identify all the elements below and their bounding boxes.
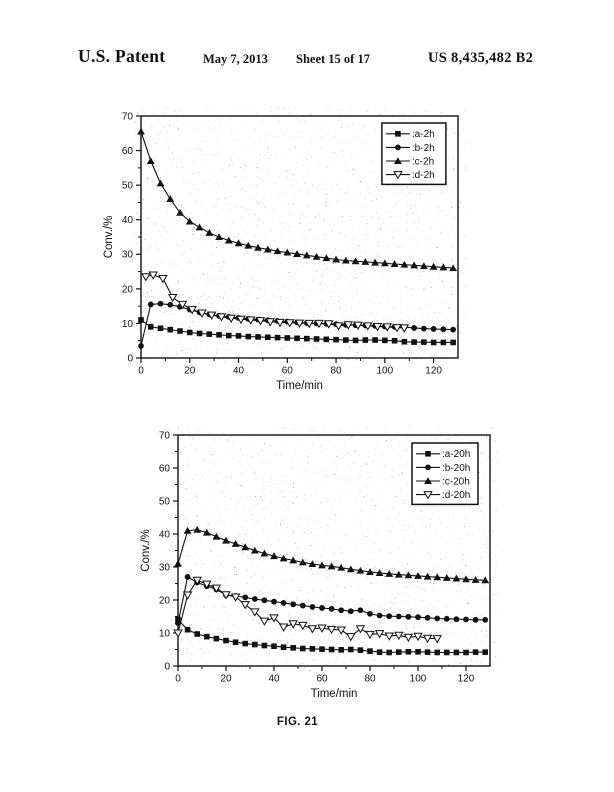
svg-text:10: 10 bbox=[159, 628, 171, 639]
patent-header-title: U.S. Patent bbox=[78, 46, 166, 66]
svg-text:80: 80 bbox=[331, 366, 343, 377]
chart-canvas: 0 20 40 60 80 100 120 0 10 20 30 40 50 60 70 Time/min Co… bbox=[103, 107, 467, 392]
svg-text:50: 50 bbox=[159, 496, 171, 507]
svg-text:30: 30 bbox=[122, 250, 134, 261]
legend-entry-label: :b-2h bbox=[412, 143, 435, 154]
series-c-2h bbox=[137, 127, 458, 272]
svg-text:0: 0 bbox=[175, 674, 181, 685]
svg-text:60: 60 bbox=[122, 146, 134, 157]
series-d-2h bbox=[141, 271, 410, 333]
x-axis-label: Time/min bbox=[311, 688, 358, 700]
legend-entry-label: :b-20h bbox=[442, 463, 470, 474]
svg-text:40: 40 bbox=[159, 529, 171, 540]
legend-entry-label: :c-20h bbox=[442, 476, 470, 487]
patent-header-sheet: Sheet 15 of 17 bbox=[296, 52, 370, 66]
figure-caption: FIG. 21 bbox=[276, 716, 319, 728]
legend-entry-label: :d-2h bbox=[412, 170, 435, 181]
top-chart-2h: 0 20 40 60 80 100 120 0 10 20 30 40 50 60 70 Time/min Co… bbox=[98, 98, 480, 400]
svg-text:60: 60 bbox=[282, 366, 294, 377]
x-axis: 0 20 40 60 80 100 120 bbox=[175, 666, 475, 685]
x-axis: 0 20 40 60 80 100 120 bbox=[138, 358, 442, 377]
svg-text:20: 20 bbox=[122, 284, 134, 295]
legend-entry-label: :c-2h bbox=[412, 156, 434, 167]
svg-text:40: 40 bbox=[122, 215, 134, 226]
svg-text:20: 20 bbox=[220, 674, 232, 685]
svg-text:70: 70 bbox=[159, 430, 171, 441]
svg-text:80: 80 bbox=[364, 674, 376, 685]
y-axis-label: Conv./% bbox=[103, 216, 115, 259]
legend-entry-label: :d-20h bbox=[442, 490, 470, 501]
svg-text:60: 60 bbox=[316, 674, 328, 685]
svg-text:100: 100 bbox=[410, 674, 427, 685]
legend-entry-label: :a-20h bbox=[442, 449, 470, 460]
series-a-2h bbox=[138, 317, 456, 346]
svg-text:0: 0 bbox=[127, 353, 133, 364]
svg-text:100: 100 bbox=[377, 366, 394, 377]
legend-entry-label: :a-2h bbox=[412, 129, 435, 140]
svg-text:40: 40 bbox=[268, 674, 280, 685]
y-axis: 0 10 20 30 40 50 60 70 bbox=[122, 111, 141, 364]
chart-canvas: 0 20 40 60 80 100 120 0 10 20 30 40 50 60 70 Time/min Co… bbox=[140, 426, 499, 700]
svg-text:40: 40 bbox=[233, 366, 245, 377]
y-axis-label: Conv./% bbox=[140, 529, 152, 572]
x-axis-label: Time/min bbox=[276, 380, 323, 392]
y-axis: 0 10 20 30 40 50 60 70 bbox=[159, 430, 178, 672]
series-a-20h bbox=[175, 617, 488, 656]
patent-header-number: US 8,435,482 B2 bbox=[428, 50, 534, 66]
svg-text:120: 120 bbox=[425, 366, 442, 377]
svg-text:60: 60 bbox=[159, 463, 171, 474]
legend: :a-20h :b-20h :c-20h :d-20h bbox=[411, 442, 479, 506]
svg-text:70: 70 bbox=[122, 111, 134, 122]
series-d-20h bbox=[173, 576, 442, 644]
bottom-chart-20h: 0 20 40 60 80 100 120 0 10 20 30 40 50 60 70 Time/min Co… bbox=[138, 418, 515, 720]
svg-text:120: 120 bbox=[458, 674, 475, 685]
svg-text:0: 0 bbox=[164, 661, 170, 672]
svg-text:50: 50 bbox=[122, 181, 134, 192]
legend: :a-2h :b-2h :c-2h :d-2h bbox=[381, 122, 447, 186]
patent-header-date: May 7, 2013 bbox=[203, 52, 268, 66]
svg-text:20: 20 bbox=[184, 366, 196, 377]
svg-text:30: 30 bbox=[159, 562, 171, 573]
svg-text:0: 0 bbox=[138, 366, 144, 377]
svg-text:20: 20 bbox=[159, 595, 171, 606]
series-c-20h bbox=[174, 525, 490, 584]
svg-text:10: 10 bbox=[122, 319, 134, 330]
